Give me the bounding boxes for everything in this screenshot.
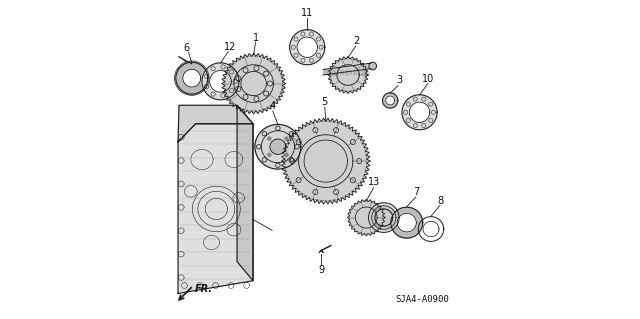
- Text: 3: 3: [396, 75, 402, 85]
- Polygon shape: [297, 37, 317, 57]
- Text: 10: 10: [422, 74, 435, 84]
- Polygon shape: [255, 124, 301, 169]
- Text: 2: 2: [353, 36, 360, 47]
- Text: 6: 6: [184, 43, 189, 54]
- Text: 5: 5: [322, 97, 328, 107]
- Polygon shape: [183, 69, 201, 87]
- Polygon shape: [202, 63, 239, 100]
- Polygon shape: [323, 63, 371, 75]
- Polygon shape: [383, 93, 398, 108]
- Text: 12: 12: [224, 42, 236, 52]
- Polygon shape: [410, 102, 429, 122]
- Polygon shape: [176, 62, 208, 94]
- Polygon shape: [391, 207, 422, 238]
- Polygon shape: [290, 30, 324, 65]
- Polygon shape: [369, 62, 376, 70]
- Polygon shape: [178, 105, 253, 142]
- Text: 13: 13: [368, 177, 380, 188]
- Polygon shape: [328, 56, 368, 93]
- Text: 4: 4: [269, 101, 275, 111]
- Polygon shape: [237, 105, 253, 281]
- Polygon shape: [348, 199, 385, 236]
- Circle shape: [268, 137, 271, 140]
- Polygon shape: [386, 96, 395, 105]
- Text: 11: 11: [301, 8, 314, 18]
- Polygon shape: [210, 70, 231, 92]
- Polygon shape: [270, 139, 286, 154]
- Polygon shape: [402, 95, 437, 130]
- Text: 9: 9: [318, 264, 324, 275]
- Polygon shape: [369, 203, 399, 233]
- Text: 7: 7: [413, 187, 419, 197]
- Text: FR.: FR.: [195, 284, 213, 294]
- Polygon shape: [375, 209, 393, 226]
- Polygon shape: [372, 206, 396, 229]
- Text: 1: 1: [253, 33, 259, 43]
- Text: SJA4-A0900: SJA4-A0900: [396, 295, 449, 304]
- Polygon shape: [178, 124, 253, 293]
- Circle shape: [285, 153, 288, 156]
- Polygon shape: [299, 135, 353, 187]
- Polygon shape: [397, 213, 417, 232]
- Polygon shape: [221, 53, 285, 114]
- Polygon shape: [282, 118, 370, 204]
- Text: 8: 8: [438, 196, 444, 206]
- Polygon shape: [234, 65, 273, 102]
- Polygon shape: [355, 207, 377, 228]
- Circle shape: [268, 153, 271, 156]
- Circle shape: [285, 137, 288, 140]
